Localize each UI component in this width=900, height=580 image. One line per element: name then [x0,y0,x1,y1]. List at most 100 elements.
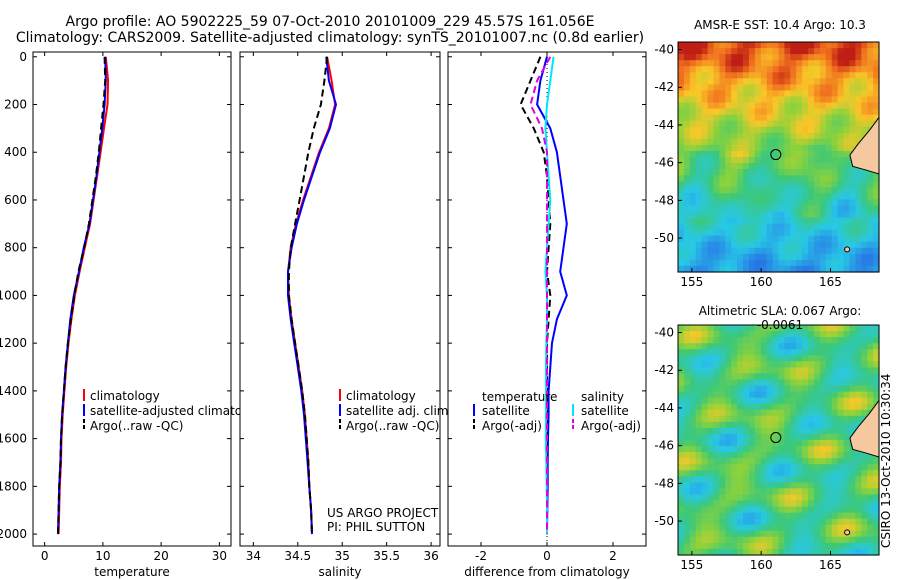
sla-map-cell [754,440,762,447]
sla-map-cell [861,488,868,496]
sla-map-cell [707,415,715,423]
sla-map-cell [754,512,762,520]
sst-map-cell [695,126,703,134]
sst-map-cell [873,114,880,122]
sla-map-cell [867,488,874,496]
sst-map-cell [808,144,815,152]
sla-map-cell [825,494,833,502]
sst-map-cell [796,223,803,231]
sst-map-cell [766,102,774,110]
sst-map-cell [725,90,732,98]
sla-map-cell [802,415,809,423]
sla-map-cell [873,506,880,514]
sst-map-cell [719,138,726,146]
sla-map-cell [843,488,850,496]
sla-map-cell [748,548,756,556]
sst-map-cell [814,193,821,200]
sst-map-cell [766,217,774,225]
sla-map-cell [849,403,856,411]
sst-map-cell [754,150,762,158]
sst-map-cell [737,120,744,128]
sla-map-cell [772,494,780,502]
sla-map-cell [849,518,856,526]
sla-map-cell [873,355,880,362]
sst-map-cell [796,265,803,273]
sla-map-cell [754,421,762,429]
sla-map-cell [849,488,856,496]
sst-map-cell [683,235,691,243]
sla-map-cell [808,385,815,393]
depth-tick-label: 600 [4,193,27,207]
sla-map-cell [784,494,791,502]
sla-map-cell [713,476,720,483]
sst-map-cell [743,54,750,61]
sst-map-cell [713,90,720,98]
sla-map-cell [873,542,880,550]
sst-map-cell [748,241,756,249]
sla-map-cell [837,488,845,496]
sla-map-cell [802,337,809,344]
sst-map-cell [678,235,685,243]
sst-map-cell [796,169,803,176]
sla-map-cell [754,548,762,556]
sst-map-cell [725,253,732,261]
sst-map-cell [707,181,715,188]
sla-map-cell [855,331,862,338]
sst-map-cell [814,90,821,98]
sla-map-cell [719,385,726,393]
sst-map-cell [837,108,845,116]
sla-map-cell [843,506,850,514]
sla-map-cell [766,427,774,435]
sst-map-cell [790,120,797,128]
sla-map-cell [843,446,850,453]
sla-map-cell [849,470,856,477]
sst-map-cell [713,223,720,231]
sst-map-cell [772,211,780,219]
sst-map-cell [861,42,868,49]
sst-map-cell [861,102,868,110]
sla-map-cell [743,482,750,490]
sla-map-cell [802,355,809,362]
sla-map-cell [695,464,703,471]
sla-map-cell [731,427,738,435]
sst-map-cell [802,169,809,176]
sst-map-cell [678,54,685,61]
sst-map-cell [873,223,880,231]
sla-map-cell [689,433,697,441]
sla-map-cell [695,427,703,435]
sst-map-cell [784,60,791,67]
sst-map-cell [737,169,744,176]
sst-map-cell [831,157,839,164]
sla-map-cell [766,337,774,344]
sst-map-cell [760,193,768,200]
sst-map-cell [743,84,750,92]
sla-map-cell [713,379,720,387]
sla-map-cell [814,530,821,538]
sla-map-cell [731,440,738,447]
sst-map-cell [843,138,850,146]
sla-map-cell [849,506,856,514]
sst-map-cell [802,84,809,92]
sla-map-cell [766,464,774,471]
sla-map-cell [802,464,809,471]
sst-map-cell [784,132,791,140]
sst-map-cell [754,193,762,200]
sst-map-cell [819,223,827,231]
sst-map-cell [784,90,791,98]
sst-map-cell [873,229,880,237]
sst-map-cell [831,102,839,110]
sst-map-cell [725,235,732,243]
sst-map-cell [814,108,821,116]
sla-map-cell [766,325,774,332]
sst-map-cell [748,108,756,116]
sla-map-cell [861,385,868,393]
sla-map-cell [689,367,697,375]
sst-map-cell [873,205,880,213]
sst-map-cell [689,114,697,122]
sla-map-cell [725,536,732,544]
sst-map-cell [849,96,856,104]
sst-map-cell [719,108,726,116]
sla-map-cell [867,373,874,381]
sla-map-cell [678,391,685,399]
sst-map-cell [837,48,845,55]
